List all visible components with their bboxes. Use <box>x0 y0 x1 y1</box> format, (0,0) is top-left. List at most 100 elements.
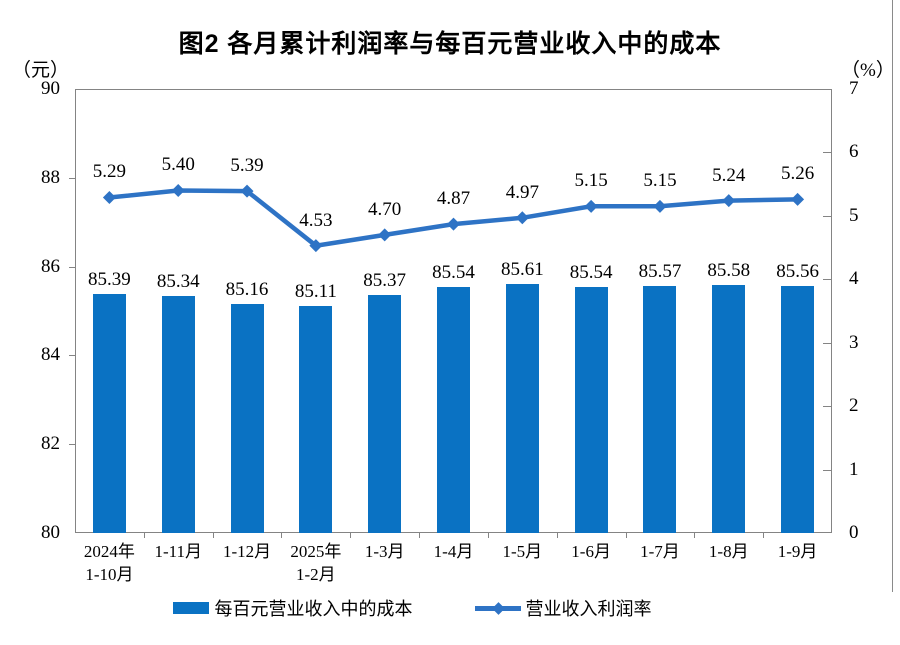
bar-value-label: 85.56 <box>776 261 819 283</box>
right-axis-tick-label: 3 <box>849 331 859 353</box>
x-axis-category-line: 1-4月 <box>433 542 474 561</box>
right-axis-tick-label: 1 <box>849 458 859 480</box>
bar-value-label: 85.57 <box>638 260 682 282</box>
legend-label-profit-rate: 营业收入利润率 <box>525 599 652 619</box>
line-value-label: 4.70 <box>368 198 402 220</box>
chart-title: 图2 各月累计利润率与每百元营业收入中的成本 <box>178 30 722 58</box>
diamond-marker-icon <box>515 211 529 225</box>
diamond-marker-icon <box>791 192 805 206</box>
bar-value-label: 85.37 <box>363 269 407 291</box>
diamond-marker-icon <box>584 199 598 213</box>
legend-bar-swatch-icon <box>172 602 209 614</box>
x-axis-category-line: 1-2月 <box>296 565 336 584</box>
x-axis-category-label: 1-12月 <box>201 540 293 563</box>
diamond-marker-icon <box>102 190 116 204</box>
diamond-marker-icon <box>171 183 185 197</box>
right-axis-tick-mark <box>823 342 831 344</box>
diamond-marker-icon <box>491 601 505 615</box>
bar-9 <box>643 285 677 533</box>
diamond-marker-icon <box>240 184 254 198</box>
left-axis-tick-mark <box>69 444 75 446</box>
right-axis-tick-mark <box>823 406 831 408</box>
left-axis-tick-mark <box>69 355 75 357</box>
x-axis-tick-mark <box>213 533 214 538</box>
line-value-label: 5.24 <box>712 164 746 186</box>
bar-value-label: 85.16 <box>225 278 269 300</box>
right-axis-tick-mark <box>823 279 831 281</box>
line-value-label: 4.97 <box>505 181 539 203</box>
legend-item-cost: 每百元营业收入中的成本 <box>172 595 413 621</box>
x-axis-category-label: 1-3月 <box>339 540 431 563</box>
x-axis-category-label: 1-9月 <box>752 540 844 563</box>
legend-label-cost: 每百元营业收入中的成本 <box>214 599 413 619</box>
bar-value-label: 85.34 <box>156 270 200 292</box>
line-value-label: 5.15 <box>643 170 677 192</box>
bar-8 <box>574 287 608 533</box>
x-axis-category-line: 1-11月 <box>154 542 202 561</box>
right-axis-tick-label: 5 <box>849 204 859 226</box>
diamond-marker-icon <box>309 239 323 253</box>
line-value-label: 5.26 <box>780 163 815 185</box>
diamond-marker-icon <box>653 199 667 213</box>
bar-11 <box>781 286 815 533</box>
bar-10 <box>712 285 746 533</box>
x-axis-category-label: 1-4月 <box>408 540 500 563</box>
bar-2 <box>161 295 195 533</box>
bar-value-label: 85.54 <box>569 262 613 284</box>
right-axis-tick-label: 2 <box>849 395 859 417</box>
profit-rate-line-chart <box>102 183 805 253</box>
right-axis-tick-label: 0 <box>849 522 859 543</box>
bar-value-label: 85.61 <box>500 258 544 280</box>
page-edge-divider <box>892 0 893 592</box>
line-value-label: 4.53 <box>299 209 333 231</box>
right-axis-tick-label: 7 <box>849 78 859 99</box>
bar-value-label: 85.58 <box>707 260 751 282</box>
bar-4 <box>299 306 333 533</box>
right-axis-tick-label: 4 <box>849 268 859 290</box>
diamond-marker-icon <box>378 228 392 242</box>
x-axis-category-label: 1-5月 <box>476 540 568 563</box>
x-axis-category-label: 2024年 1-10月 <box>63 540 155 586</box>
x-axis-tick-mark <box>626 533 627 538</box>
x-axis-category-line: 2025年 <box>290 542 342 561</box>
line-value-label: 5.39 <box>230 155 264 177</box>
bar-value-label: 85.54 <box>432 262 475 284</box>
legend-line-swatch-icon <box>474 601 521 615</box>
legend: 每百元营业收入中的成本 营业收入利润率 <box>0 595 862 621</box>
bar-1 <box>92 293 126 533</box>
left-axis-unit: （元） <box>12 60 70 81</box>
left-axis-tick-mark <box>69 266 75 268</box>
left-axis-tick-label: 80 <box>41 522 60 543</box>
x-axis-category-line: 1-6月 <box>571 542 611 561</box>
left-axis-tick-label: 90 <box>41 78 60 99</box>
diamond-marker-icon <box>722 194 736 208</box>
diamond-marker-icon <box>447 217 460 231</box>
bar-3 <box>230 303 264 533</box>
x-axis-tick-mark <box>488 533 489 538</box>
x-axis-category-label: 1-8月 <box>683 540 775 563</box>
x-axis-category-label: 1-6月 <box>545 540 637 563</box>
bar-7 <box>505 283 539 533</box>
x-axis-category-line: 1-7月 <box>640 542 680 561</box>
x-axis-tick-mark <box>144 533 145 538</box>
right-axis-tick-mark <box>823 152 831 154</box>
x-axis-tick-mark <box>694 533 695 538</box>
right-axis-tick-label: 6 <box>849 141 859 163</box>
x-axis-category-label: 2025年 1-2月 <box>270 540 362 586</box>
x-axis-category-line: 1-3月 <box>364 542 405 561</box>
x-axis-category-line: 2024年 <box>83 542 135 561</box>
x-axis-tick-mark <box>350 533 351 538</box>
x-axis-tick-mark <box>557 533 558 538</box>
x-axis-tick-mark <box>281 533 282 538</box>
left-axis-tick-label: 88 <box>41 166 60 188</box>
left-axis-tick-mark <box>69 177 75 179</box>
x-axis-tick-mark <box>419 533 420 538</box>
line-value-label: 5.40 <box>161 154 195 176</box>
bar-value-label: 85.39 <box>88 268 131 290</box>
bar-5 <box>368 294 402 533</box>
x-axis-category-line: 1-8月 <box>708 542 749 561</box>
line-value-label: 5.29 <box>92 161 127 183</box>
legend-item-profit-rate: 营业收入利润率 <box>474 595 652 621</box>
bar-6 <box>437 287 470 533</box>
